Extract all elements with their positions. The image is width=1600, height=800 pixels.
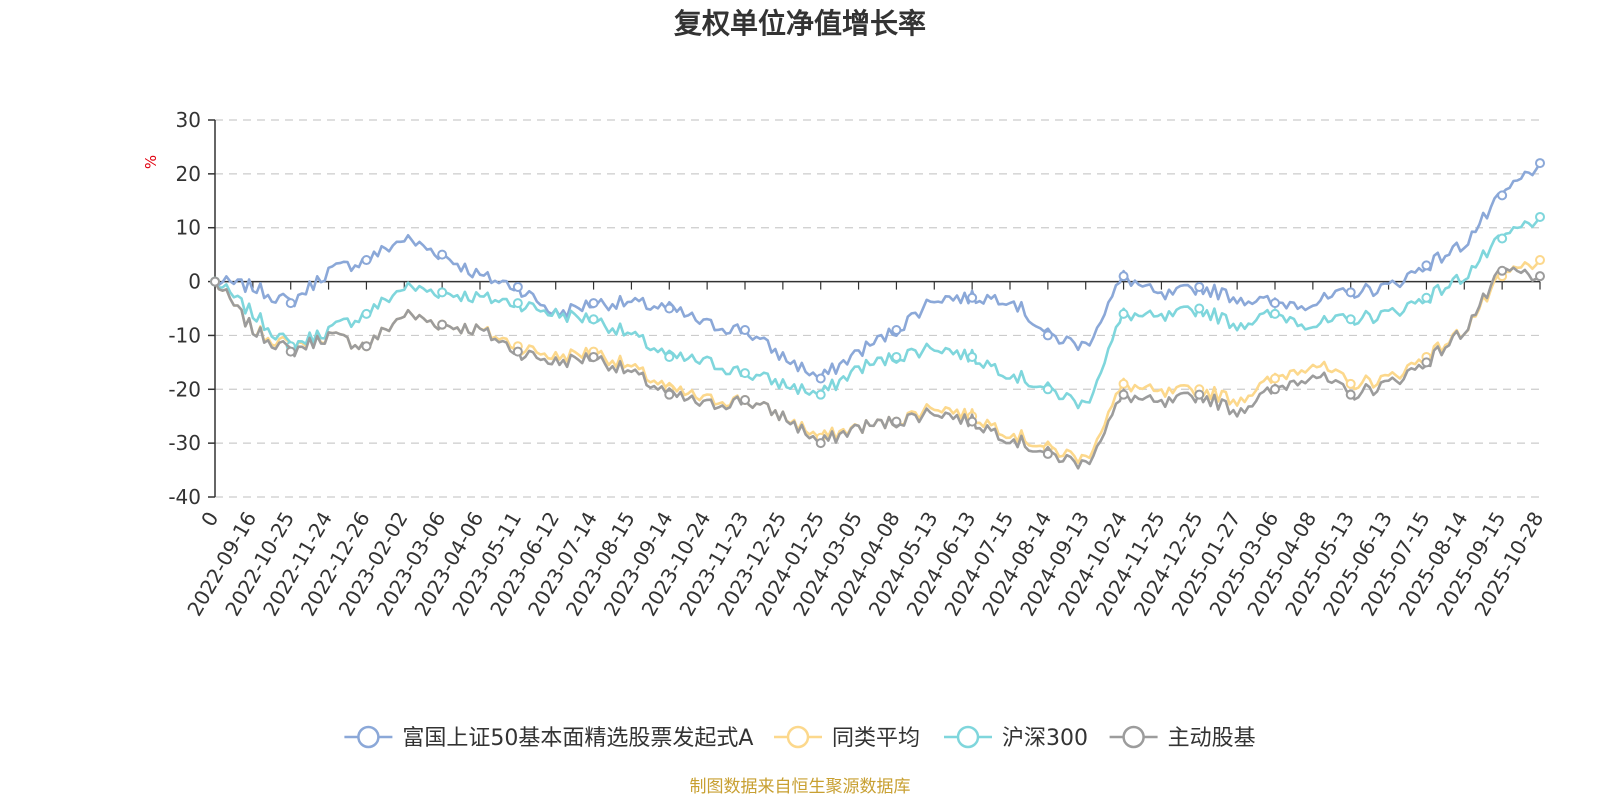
- y-tick-label: -20: [168, 377, 201, 401]
- data-point: [664, 303, 675, 314]
- data-point: [740, 395, 750, 406]
- series-line: [214, 162, 1542, 379]
- legend-marker: [1122, 725, 1145, 749]
- series-line: [213, 216, 1542, 410]
- y-tick-label: 30: [176, 108, 201, 132]
- data-point: [1345, 287, 1356, 298]
- data-point: [1345, 389, 1356, 400]
- data-point: [361, 341, 372, 352]
- data-point: [891, 416, 902, 427]
- legend[interactable]: 富国上证50基本面精选股票发起式A 同类平均 沪深300 主动股基: [344, 725, 1256, 751]
- series-lines: [210, 158, 1545, 470]
- y-axis-unit-label: %: [142, 155, 160, 169]
- data-point: [815, 389, 826, 400]
- grid-lines: [215, 119, 1540, 498]
- data-point: [1535, 271, 1545, 282]
- x-tick-label: 0: [196, 508, 223, 531]
- legend-marker: [357, 725, 380, 749]
- data-point: [1535, 255, 1545, 266]
- data-point: [1118, 378, 1129, 389]
- data-point: [1421, 292, 1432, 303]
- data-point: [512, 346, 523, 357]
- series-0: [210, 158, 1545, 384]
- data-point: [1345, 314, 1356, 325]
- data-point: [588, 351, 599, 362]
- data-point: [512, 298, 523, 309]
- legend-marker: [956, 725, 980, 749]
- data-point: [740, 368, 750, 379]
- data-point: [1270, 298, 1280, 309]
- legend-label: 同类平均: [832, 726, 920, 751]
- legend-item[interactable]: 富国上证50基本面精选股票发起式A: [344, 725, 753, 751]
- data-point: [1042, 448, 1053, 459]
- series-line: [213, 266, 1541, 470]
- data-point: [1270, 308, 1280, 319]
- data-point: [891, 351, 902, 362]
- data-point: [967, 351, 978, 362]
- legend-item[interactable]: 主动股基: [1109, 725, 1256, 751]
- y-tick-label: 20: [176, 162, 201, 186]
- data-point: [361, 308, 372, 319]
- chart-title: 复权单位净值增长率: [674, 7, 926, 40]
- source-note: 制图数据来自恒生聚源数据库: [690, 777, 911, 797]
- data-point: [437, 319, 448, 330]
- data-point: [1497, 190, 1508, 201]
- data-point: [891, 325, 902, 336]
- data-point: [1042, 330, 1053, 341]
- y-tick-label: -10: [168, 323, 201, 347]
- axes: 3020100-10-20-30-4002022-09-162022-10-25…: [168, 108, 1548, 620]
- data-point: [1535, 211, 1545, 222]
- data-point: [1194, 389, 1205, 400]
- data-point: [285, 298, 296, 309]
- data-point: [361, 255, 372, 266]
- data-point: [1535, 158, 1545, 169]
- data-point: [664, 389, 675, 400]
- data-point: [815, 438, 826, 449]
- y-tick-label: -40: [168, 485, 201, 509]
- data-point: [1421, 357, 1432, 368]
- data-point: [1194, 281, 1205, 292]
- data-point: [285, 346, 296, 357]
- data-point: [967, 292, 978, 303]
- data-point: [1118, 389, 1129, 400]
- data-point: [664, 351, 675, 362]
- data-point: [210, 276, 220, 287]
- data-point: [1194, 303, 1205, 314]
- legend-label: 富国上证50基本面精选股票发起式A: [402, 726, 753, 751]
- data-point: [1118, 308, 1129, 319]
- y-tick-label: 10: [176, 216, 201, 240]
- series-3: [210, 265, 1545, 470]
- data-point: [1345, 378, 1356, 389]
- data-point: [1497, 265, 1508, 276]
- legend-marker: [786, 725, 810, 749]
- data-point: [1421, 260, 1432, 271]
- legend-label: 主动股基: [1168, 726, 1256, 751]
- data-point: [1270, 384, 1280, 395]
- data-point: [815, 373, 826, 384]
- data-point: [1270, 373, 1280, 384]
- data-point: [437, 249, 448, 260]
- y-tick-label: 0: [188, 270, 201, 294]
- y-tick-label: -30: [168, 431, 201, 455]
- legend-item[interactable]: 同类平均: [774, 725, 920, 751]
- data-point: [1118, 271, 1129, 282]
- legend-label: 沪深300: [1002, 726, 1088, 751]
- legend-item[interactable]: 沪深300: [944, 725, 1088, 751]
- series-2: [210, 211, 1545, 410]
- data-point: [588, 314, 599, 325]
- data-point: [740, 325, 750, 336]
- data-point: [967, 416, 978, 427]
- data-point: [1042, 384, 1053, 395]
- data-point: [588, 298, 599, 309]
- data-point: [1497, 233, 1508, 244]
- data-point: [512, 281, 523, 292]
- data-point: [437, 287, 448, 298]
